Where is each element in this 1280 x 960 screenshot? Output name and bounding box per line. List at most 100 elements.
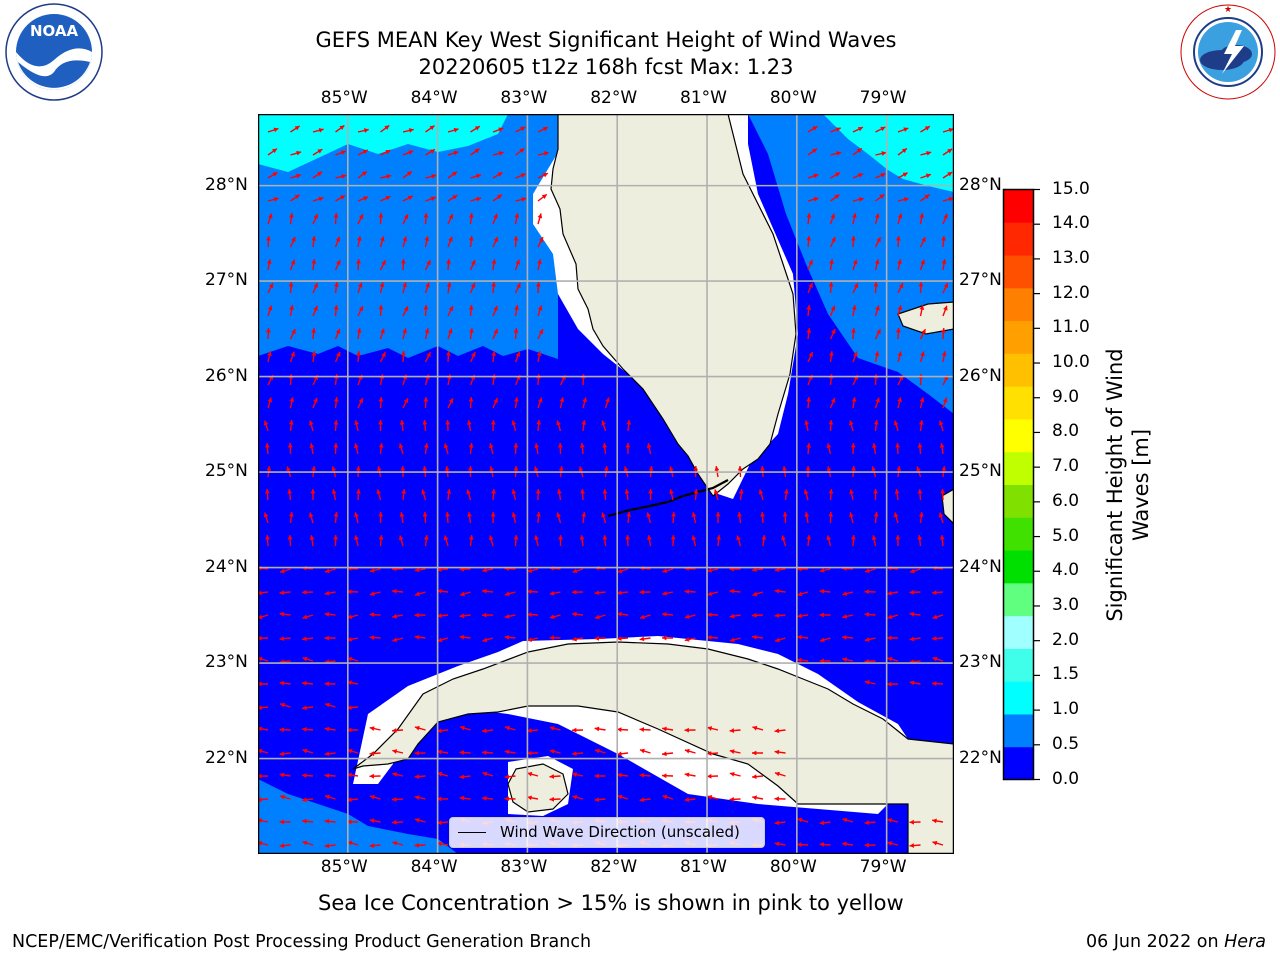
colorbar-tick-label: 7.0 xyxy=(1052,456,1080,477)
wave-direction-arrowhead xyxy=(290,259,296,265)
colorbar-segment xyxy=(1003,418,1034,453)
wave-direction-arrowhead xyxy=(469,328,474,333)
wave-direction-arrowhead xyxy=(842,657,848,662)
wave-direction-arrowhead xyxy=(580,489,586,494)
wave-direction-arrowhead xyxy=(856,148,862,153)
wave-direction-arrowhead xyxy=(399,512,405,517)
wave-direction-arrowhead xyxy=(851,397,857,402)
wave-direction-arrowhead xyxy=(296,150,302,156)
wave-direction-arrowhead xyxy=(857,126,863,132)
lon-tick-label-top: 81°W xyxy=(680,88,727,108)
wave-direction-arrowhead xyxy=(812,126,818,131)
wave-direction-arrowhead xyxy=(446,351,451,356)
wave-direction-arrowhead xyxy=(558,466,564,471)
wave-direction-arrowhead xyxy=(289,213,294,218)
wave-direction-arrowhead xyxy=(422,466,428,471)
wave-direction-arrowhead xyxy=(831,329,836,334)
wave-direction-arrowhead xyxy=(369,635,375,640)
wave-direction-arrowhead xyxy=(452,195,458,200)
wave-direction-arrowhead xyxy=(864,589,869,595)
wave-direction-arrowhead xyxy=(476,196,482,202)
wave-direction-arrowhead xyxy=(363,128,369,133)
wave-direction-arrowhead xyxy=(864,612,870,617)
wave-direction-arrowhead xyxy=(752,774,757,780)
wave-direction-arrowhead xyxy=(279,819,284,825)
wave-direction-arrowhead xyxy=(471,352,476,358)
wave-direction-arrowhead xyxy=(474,126,480,131)
wave-direction-arrowhead xyxy=(774,841,780,847)
wave-direction-arrowhead xyxy=(813,196,819,202)
wave-direction-arrowhead xyxy=(279,590,285,595)
colorbar-segment xyxy=(1003,386,1034,420)
wave-direction-arrowhead xyxy=(468,443,474,448)
wave-direction-arrowhead xyxy=(447,328,453,334)
wave-direction-arrowhead xyxy=(897,213,903,219)
wave-direction-arrowhead xyxy=(948,196,954,202)
wave-direction-arrowhead xyxy=(333,305,339,310)
wave-direction-arrowhead xyxy=(639,773,645,778)
wave-direction-arrowhead xyxy=(414,634,420,640)
wave-direction-arrowhead xyxy=(527,771,533,777)
wave-direction-arrowhead xyxy=(948,127,954,133)
wave-direction-arrowhead xyxy=(684,772,690,778)
wave-direction-arrowhead xyxy=(431,174,437,179)
wave-direction-arrowhead xyxy=(617,590,622,596)
lat-tick-label-left: 25°N xyxy=(205,461,248,482)
wave-direction-arrowhead xyxy=(842,591,848,596)
ocean-mid-band-southwest xyxy=(258,779,458,854)
wave-direction-arrowhead xyxy=(317,171,323,177)
wave-direction-arrowhead xyxy=(448,214,453,220)
wave-direction-arrowhead xyxy=(918,512,924,517)
wave-direction-arrowhead xyxy=(932,818,937,824)
wave-direction-arrowhead xyxy=(828,489,834,494)
wave-direction-arrowhead xyxy=(468,535,474,540)
wave-direction-arrowhead xyxy=(605,397,610,403)
wave-direction-arrowhead xyxy=(515,259,520,265)
wave-direction-arrowhead xyxy=(437,771,443,777)
wave-direction-arrowhead xyxy=(851,305,857,310)
wave-direction-arrowhead xyxy=(347,840,353,846)
wave-direction-arrowhead xyxy=(302,680,307,686)
wave-direction-arrowhead xyxy=(925,173,931,179)
wave-direction-arrowhead xyxy=(279,680,285,686)
wave-direction-arrowhead xyxy=(549,590,555,596)
wave-direction-arrowhead xyxy=(369,843,375,849)
wave-direction-arrowhead xyxy=(549,774,555,779)
wave-direction-arrowhead xyxy=(491,282,497,287)
wave-direction-arrowhead xyxy=(354,420,359,426)
wave-direction-arrowhead xyxy=(424,236,430,241)
wave-direction-arrowhead xyxy=(617,794,623,800)
wave-direction-arrowhead xyxy=(578,466,584,472)
wave-direction-arrowhead xyxy=(358,398,363,404)
wave-direction-arrowhead xyxy=(535,489,541,494)
credit-text: NCEP/EMC/Verification Post Processing Pr… xyxy=(12,932,592,952)
wave-direction-arrowhead xyxy=(527,612,532,617)
wave-direction-arrowhead xyxy=(333,213,339,218)
wave-direction-arrowhead xyxy=(324,611,330,617)
wave-direction-arrowhead xyxy=(752,795,757,801)
wave-direction-arrowhead xyxy=(819,612,824,618)
wave-direction-arrowhead xyxy=(880,173,886,178)
wave-direction-arrowhead xyxy=(273,197,279,202)
wave-direction-arrowhead xyxy=(437,567,442,572)
wave-direction-arrowhead xyxy=(493,305,498,311)
wave-direction-arrowhead xyxy=(398,535,404,541)
wave-direction-arrowhead xyxy=(341,174,347,179)
wave-direction-arrowhead xyxy=(850,535,856,540)
colorbar-tick-label: 8.0 xyxy=(1052,421,1080,442)
wave-direction-arrowhead xyxy=(648,489,653,494)
wave-direction-arrowhead xyxy=(758,489,764,495)
wave-direction-arrowhead xyxy=(354,512,359,518)
wave-direction-arrowhead xyxy=(272,148,277,154)
wave-direction-arrowhead xyxy=(871,535,877,540)
wave-direction-arrowhead xyxy=(864,680,870,685)
wave-direction-arrowhead xyxy=(538,237,544,243)
wave-direction-arrowhead xyxy=(881,151,887,156)
wave-direction-arrowhead xyxy=(932,656,938,662)
wave-direction-arrowhead xyxy=(430,196,436,201)
wave-direction-arrowhead xyxy=(848,420,854,426)
wave-direction-arrowhead xyxy=(938,512,944,518)
wave-direction-arrowhead xyxy=(932,614,938,620)
wave-direction-arrowhead xyxy=(939,443,945,448)
nws-logo: ★ xyxy=(1180,4,1276,100)
